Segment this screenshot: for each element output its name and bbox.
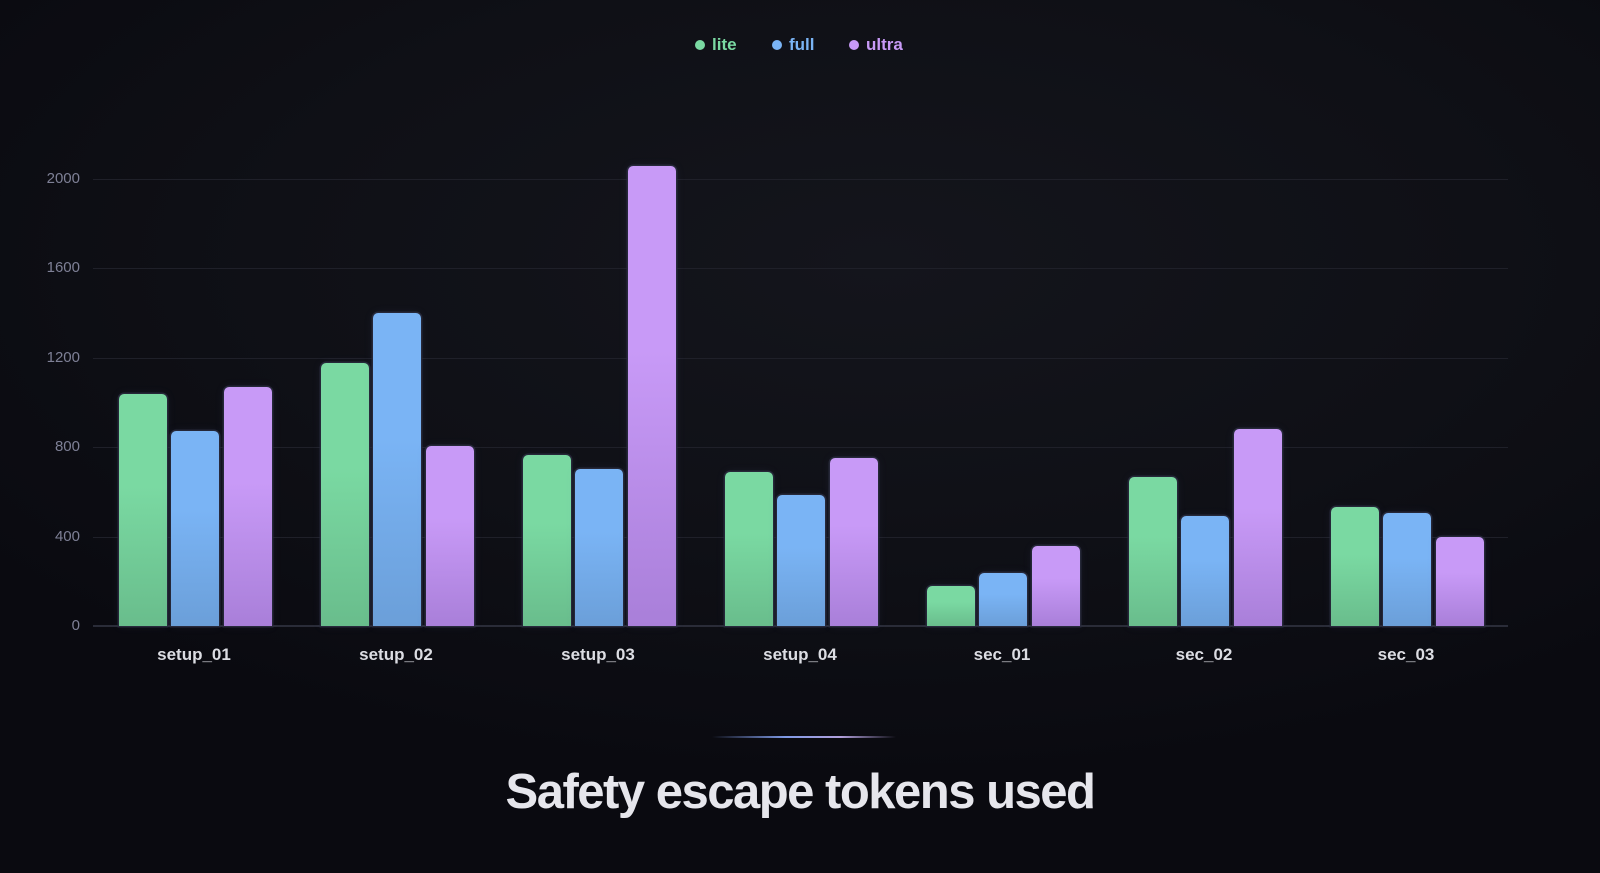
plot-area: 0 400 800 1200 1600 2000: [47, 100, 1508, 634]
y-tick-label: 1200: [46, 348, 80, 366]
chart-legend: lite full ultra: [0, 33, 1600, 57]
bar-lite[interactable]: [725, 472, 773, 626]
bar-group-sec_02: [1103, 100, 1305, 626]
x-tick-label: sec_01: [973, 645, 1031, 664]
bar-full[interactable]: [777, 495, 825, 626]
legend-item-ultra[interactable]: ultra: [849, 33, 903, 57]
bar-group-setup_01: [93, 100, 295, 626]
bar-ultra[interactable]: [1436, 537, 1484, 626]
bar-group-setup_02: [295, 100, 497, 626]
x-tick-label: sec_03: [1377, 645, 1435, 664]
bar-group-setup_03: [497, 100, 699, 626]
legend-item-full[interactable]: full: [772, 33, 815, 57]
bar-lite[interactable]: [927, 585, 975, 626]
title-divider: [712, 736, 896, 738]
legend-label: lite: [712, 35, 737, 54]
x-tick-label: sec_02: [1175, 645, 1233, 664]
bar-ultra[interactable]: [830, 458, 878, 626]
bar-group-setup_04: [699, 100, 901, 626]
bar-ultra[interactable]: [1234, 429, 1282, 626]
bar-full[interactable]: [575, 469, 623, 626]
bar-full[interactable]: [979, 573, 1027, 626]
x-tick-label: setup_03: [561, 645, 635, 664]
bar-lite[interactable]: [1331, 506, 1379, 626]
x-axis-line: [93, 625, 1508, 627]
bar-group-sec_01: [901, 100, 1103, 626]
x-tick-label: setup_04: [763, 645, 837, 664]
legend-dot-icon: [695, 40, 705, 50]
gridline: [93, 447, 1508, 449]
bar-ultra[interactable]: [224, 386, 272, 626]
bar-full[interactable]: [373, 313, 421, 626]
bar-full[interactable]: [171, 431, 219, 626]
bar-lite[interactable]: [119, 393, 167, 626]
y-tick-label: 400: [54, 527, 80, 545]
chart-title: Safety escape tokens used: [505, 765, 1096, 819]
gridline: [93, 357, 1508, 359]
bar-lite[interactable]: [1129, 477, 1177, 626]
legend-dot-icon: [849, 40, 859, 50]
bar-full[interactable]: [1181, 515, 1229, 626]
y-tick-label: 800: [54, 438, 80, 456]
bar-ultra[interactable]: [1032, 545, 1080, 626]
y-tick-label: 2000: [46, 170, 80, 187]
bar-full[interactable]: [1383, 513, 1431, 626]
bar-ultra[interactable]: [426, 445, 474, 626]
y-tick-label: 1600: [46, 259, 80, 277]
gridline: [93, 179, 1508, 180]
bar-group-sec_03: [1305, 100, 1507, 626]
bar-lite[interactable]: [321, 362, 369, 626]
x-tick-label: setup_02: [359, 645, 433, 664]
bar-ultra[interactable]: [628, 165, 676, 626]
legend-dot-icon: [772, 40, 782, 50]
x-tick-label: setup_01: [157, 645, 231, 664]
legend-label: ultra: [866, 35, 903, 54]
legend-item-lite[interactable]: lite: [695, 33, 737, 57]
legend-label: full: [789, 35, 815, 54]
bar-lite[interactable]: [523, 455, 571, 626]
y-tick-label: 0: [71, 617, 80, 634]
gridline: [93, 268, 1508, 270]
